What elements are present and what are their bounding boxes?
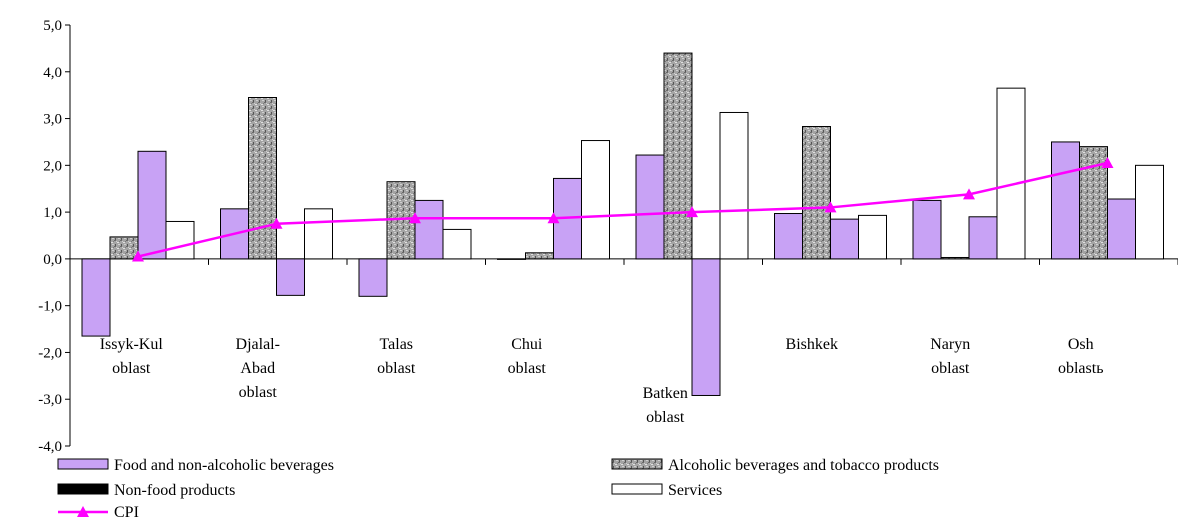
y-tick-label: -2,0 xyxy=(38,345,62,361)
bar-1 xyxy=(774,213,803,260)
bar-1 xyxy=(912,199,942,260)
legend-label: Alcoholic beverages and tobacco products xyxy=(668,457,939,474)
bar-1 xyxy=(497,258,526,260)
bar-4 xyxy=(858,214,887,260)
category-label: Djalal- xyxy=(236,336,280,353)
bar-3 xyxy=(1107,198,1136,260)
bar-4 xyxy=(996,87,1026,260)
y-tick-label: 2,0 xyxy=(43,158,62,174)
bar-3 xyxy=(968,216,998,260)
bar-4 xyxy=(442,228,472,260)
legend-swatch xyxy=(57,458,109,470)
cpi-marker xyxy=(547,212,560,224)
cpi-line xyxy=(132,156,1114,262)
bar-4 xyxy=(165,220,195,260)
cpi-marker xyxy=(963,188,975,200)
legend-swatch xyxy=(611,458,663,470)
category-label: oblast xyxy=(646,409,685,426)
y-tick-label: -4,0 xyxy=(38,439,62,455)
cpi-marker xyxy=(1101,156,1114,168)
y-tick-label: -1,0 xyxy=(38,299,62,315)
bar-4 xyxy=(304,208,333,260)
bar-2 xyxy=(525,252,554,260)
bar-1 xyxy=(635,154,665,260)
bar-2 xyxy=(940,256,970,260)
bar-4 xyxy=(581,140,610,260)
bar-3 xyxy=(137,150,167,260)
y-tick-label: -3,0 xyxy=(38,392,62,408)
bar-1 xyxy=(81,258,111,337)
legend-swatch xyxy=(57,483,109,495)
y-tick-label: 1,0 xyxy=(43,205,62,221)
category-label: Talas xyxy=(379,336,413,353)
legend-swatch-marker xyxy=(77,506,89,517)
bar-4 xyxy=(719,111,749,260)
y-tick-label: 4,0 xyxy=(43,65,62,81)
bar-4 xyxy=(1135,164,1164,260)
category-label: oblast xyxy=(112,360,151,377)
category-label: Issyk-Kul xyxy=(100,336,164,353)
bar-3 xyxy=(276,258,305,296)
category-label: Naryn xyxy=(930,336,970,353)
bar-2 xyxy=(663,52,693,260)
bar-3 xyxy=(414,199,444,260)
bar-1 xyxy=(358,258,388,297)
category-label: oblast xyxy=(931,360,970,377)
category-label: Batken xyxy=(643,385,688,402)
bar-3 xyxy=(830,218,859,260)
category-label: Chui xyxy=(511,336,543,353)
legend-swatch xyxy=(611,483,663,495)
legend-label: Services xyxy=(668,482,722,499)
cpi-marker xyxy=(270,217,283,229)
y-tick-label: 3,0 xyxy=(43,112,62,128)
cpi-marker xyxy=(132,250,144,262)
cpi-marker xyxy=(409,212,421,224)
category-labels: Issyk-Kul oblast Djalal- Abad oblast Talas obl… xyxy=(100,336,1104,426)
category-label: oblast xyxy=(377,360,416,377)
bar-3 xyxy=(691,258,721,396)
bar-2 xyxy=(248,97,277,260)
legend-label: Non-food products xyxy=(114,482,235,499)
legend-label: CPI xyxy=(114,504,139,521)
bar-1 xyxy=(220,208,249,260)
category-label: Osh xyxy=(1068,336,1094,353)
cpi-line-path xyxy=(137,161,1108,258)
bar-1 xyxy=(1051,141,1080,260)
cpi-marker xyxy=(824,201,837,213)
bar-2 xyxy=(109,236,139,260)
category-label: Abad xyxy=(240,360,275,377)
axes: 5,0 4,0 3,0 2,0 1,0 0,0 -1,0 -2,0 -3,0 -4,0 xyxy=(38,18,1178,455)
category-label: oblast xyxy=(508,360,547,377)
category-label: Bishkek xyxy=(786,336,838,353)
y-tick-label: 0,0 xyxy=(43,252,62,268)
y-tick-label: 5,0 xyxy=(43,18,62,34)
category-label: oblast xyxy=(239,384,278,401)
cpi-marker xyxy=(686,206,698,218)
category-label: oblastь xyxy=(1058,360,1104,377)
bars xyxy=(81,52,1164,396)
legend: Food and non-alcoholic beverages Alcoholi… xyxy=(57,457,939,521)
legend-label: Food and non-alcoholic beverages xyxy=(114,457,334,474)
bar-2 xyxy=(802,126,831,260)
